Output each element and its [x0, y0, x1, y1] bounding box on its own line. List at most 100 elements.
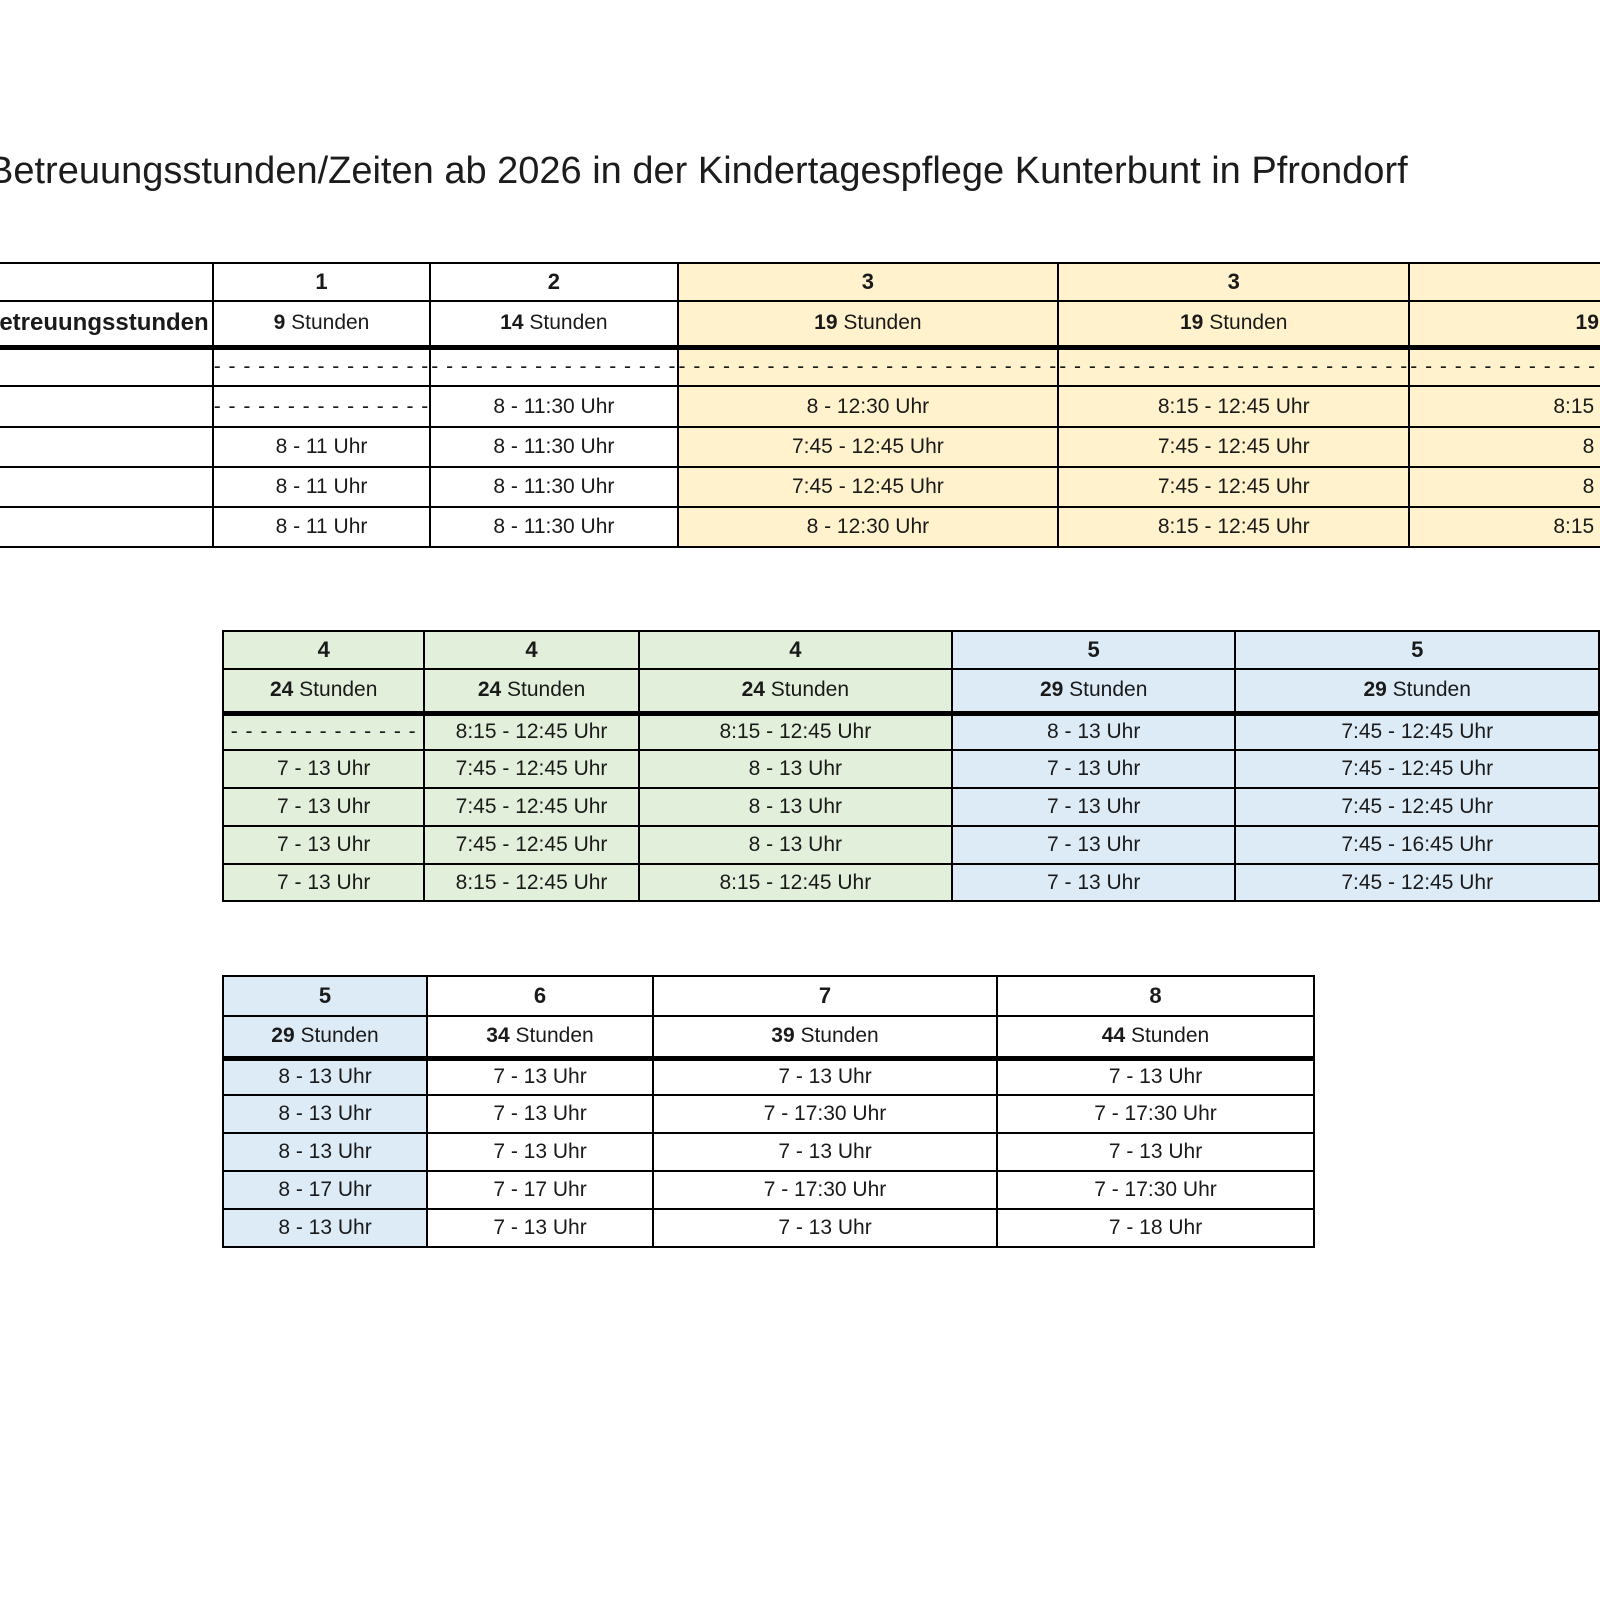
time-range-cell: 7 - 17 Uhr — [426, 1170, 654, 1210]
time-range-cell: 8 - 13 Uhr — [1408, 466, 1600, 508]
hours-value: 24 — [477, 678, 502, 702]
time-range-cell: 7:45 - 12:45 Uhr — [1057, 426, 1411, 468]
time-range-cell: 7 - 13 Uhr — [950, 787, 1237, 827]
hours-unit: Stunden — [529, 311, 608, 335]
placeholder-dashes-cell: - - - - - - - - - - - - - - - - - - - - … — [1057, 346, 1411, 387]
time-range-cell: 8 - 11:30 Uhr — [429, 385, 679, 428]
hours-value: 19 — [814, 311, 838, 335]
time-range-cell: 8 - 13 Uhr — [637, 749, 953, 789]
column-hours-header: 24 Stunden — [637, 668, 953, 716]
hours-unit: Stunden — [507, 678, 586, 702]
time-range-cell: 8 - 13 Uhr — [1408, 426, 1600, 468]
column-number-header: 1 — [211, 262, 432, 302]
placeholder-dashes-cell: - - - - - - - - - - - - - - - - - - - - … — [1408, 346, 1600, 387]
placeholder-dashes-cell: - - - - - - - - - - - - - — [221, 712, 426, 751]
hours-unit: Stunden — [299, 678, 378, 702]
label-column-empty-cell — [0, 506, 214, 548]
column-hours-header: 29 Stunden — [222, 1015, 428, 1061]
placeholder-dashes-cell: - - - - - - - - - - - - - - - — [211, 346, 432, 387]
hours-unit: Stunden — [843, 311, 922, 335]
label-column-empty-cell — [0, 385, 214, 428]
time-range-cell: 7 - 18 Uhr — [996, 1208, 1315, 1248]
time-range-cell: 7 - 17:30 Uhr — [996, 1094, 1315, 1134]
column-hours-header: 29 Stunden — [950, 668, 1237, 716]
label-column-empty-cell — [0, 426, 214, 468]
column-number-header: 7 — [652, 975, 998, 1017]
hours-value: 29 — [271, 1024, 295, 1048]
time-range-cell: 7:45 - 12:45 Uhr — [676, 426, 1060, 468]
time-range-cell: 7 - 13 Uhr — [652, 1208, 998, 1248]
time-range-cell: 7 - 13 Uhr — [221, 825, 426, 865]
column-number-header: 4 — [637, 630, 953, 670]
time-range-cell: 8 - 12:30 Uhr — [676, 506, 1060, 548]
time-range-cell: 7:45 - 16:45 Uhr — [1234, 825, 1600, 865]
hours-value: 14 — [500, 311, 524, 335]
hours-value: 29 — [1363, 678, 1387, 702]
hours-unit: Stunden — [800, 1024, 879, 1048]
hours-value: 24 — [741, 678, 765, 702]
placeholder-dashes-cell: - - - - - - - - - - - - - - - - - - - - … — [676, 346, 1060, 387]
column-number-header: 3 — [676, 262, 1060, 302]
row-label: Betreuungsstunden — [0, 300, 214, 350]
time-range-cell: 8 - 11:30 Uhr — [429, 506, 679, 548]
schedule-24-to-29-stunden-table: 4 4 4 5 5 24 Stunden 24 Stunden 24 Stunden 29 St… — [221, 630, 1600, 902]
hours-value: 34 — [486, 1024, 510, 1048]
time-range-cell: 7:45 - 12:45 Uhr — [1234, 712, 1600, 751]
time-range-cell: 7 - 13 Uhr — [652, 1057, 998, 1096]
column-hours-header: 19 Stunden — [676, 300, 1060, 350]
hours-unit: Stunden — [1392, 678, 1471, 702]
column-hours-header: 39 Stunden — [652, 1015, 998, 1061]
column-hours-header: 24 Stunden — [423, 668, 640, 716]
time-range-cell: 7 - 13 Uhr — [221, 749, 426, 789]
label-column-empty-cell — [0, 262, 214, 302]
time-range-cell: 7 - 13 Uhr — [996, 1132, 1315, 1172]
hours-unit: Stunden — [291, 311, 370, 335]
time-range-cell: 7:45 - 12:45 Uhr — [676, 466, 1060, 508]
time-range-cell: 8 - 13 Uhr — [222, 1094, 428, 1134]
time-range-cell: 7 - 13 Uhr — [426, 1132, 654, 1172]
time-range-cell: 8:15 - 12:45 Uhr — [1408, 506, 1600, 548]
label-column-empty-cell — [0, 346, 214, 387]
column-number-header: 5 — [1234, 630, 1600, 670]
time-range-cell: 8:15 - 12:45 Uhr — [637, 863, 953, 902]
time-range-cell: 7:45 - 12:45 Uhr — [1234, 749, 1600, 789]
time-range-cell: 8:15 - 12:45 Uhr — [637, 712, 953, 751]
column-hours-header: 14 Stunden — [429, 300, 679, 350]
column-number-header: 5 — [222, 975, 428, 1017]
column-hours-header: 19 Stunden — [1057, 300, 1411, 350]
column-hours-header: 29 Stunden — [1234, 668, 1600, 716]
time-range-cell: 8:15 - 12:45 Uhr — [423, 712, 640, 751]
hours-unit: Stunden — [1069, 678, 1148, 702]
column-hours-header: 24 Stunden — [221, 668, 426, 716]
time-range-cell: 7 - 13 Uhr — [221, 863, 426, 902]
time-range-cell: 7:45 - 12:45 Uhr — [1234, 787, 1600, 827]
time-range-cell: 8 - 13 Uhr — [222, 1132, 428, 1172]
time-range-cell: 7:45 - 12:45 Uhr — [423, 825, 640, 865]
time-range-cell: 8 - 13 Uhr — [637, 787, 953, 827]
time-range-cell: 7:45 - 12:45 Uhr — [1057, 466, 1411, 508]
time-range-cell: 7 - 13 Uhr — [950, 863, 1237, 902]
time-range-cell: 8 - 13 Uhr — [222, 1057, 428, 1096]
time-range-cell: 8 - 11 Uhr — [211, 466, 432, 508]
hours-value: 19 — [1180, 311, 1204, 335]
time-range-cell: 7 - 13 Uhr — [426, 1208, 654, 1248]
time-range-cell: 7 - 13 Uhr — [652, 1132, 998, 1172]
hours-unit: Stunden — [515, 1024, 594, 1048]
time-range-cell: 8 - 11 Uhr — [211, 506, 432, 548]
column-hours-header: 34 Stunden — [426, 1015, 654, 1061]
time-range-cell: 8 - 12:30 Uhr — [676, 385, 1060, 428]
time-range-cell: 8 - 13 Uhr — [637, 825, 953, 865]
time-range-cell: 8:15 - 12:45 Uhr — [1057, 506, 1411, 548]
column-number-header: 4 — [423, 630, 640, 670]
column-hours-header: 9 Stunden — [211, 300, 432, 350]
time-range-cell: 8 - 13 Uhr — [222, 1208, 428, 1248]
hours-value: 9 — [273, 311, 286, 335]
time-range-cell: 8:15 - 12:45 Uhr — [1408, 385, 1600, 428]
time-range-cell: 7 - 17:30 Uhr — [996, 1170, 1315, 1210]
time-range-cell: 7 - 13 Uhr — [426, 1057, 654, 1096]
column-number-header: 2 — [429, 262, 679, 302]
time-range-cell: 8 - 11:30 Uhr — [429, 426, 679, 468]
column-number-header: 5 — [950, 630, 1237, 670]
